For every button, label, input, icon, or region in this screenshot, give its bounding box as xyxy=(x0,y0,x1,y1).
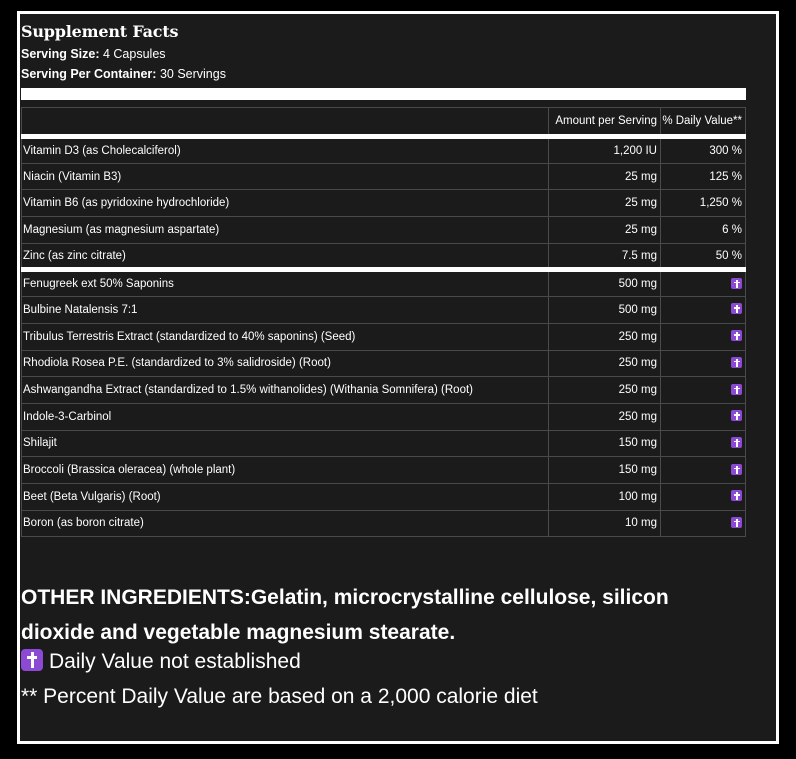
ingredient-amount: 250 mg xyxy=(548,349,661,378)
ingredient-daily-value xyxy=(660,376,746,404)
nutrient-amount: 1,200 IU xyxy=(548,136,661,164)
latin-cross-icon xyxy=(731,303,742,315)
latin-cross-icon xyxy=(731,490,742,502)
servings-per-container: Serving Per Container: 30 Servings xyxy=(21,67,226,81)
latin-cross-icon xyxy=(731,277,742,289)
servings-label: Serving Per Container: xyxy=(21,67,157,81)
table-row: Boron (as boron citrate) 10 mg xyxy=(21,509,746,538)
latin-cross-icon xyxy=(21,649,43,671)
ingredient-daily-value xyxy=(660,322,746,351)
ingredient-daily-value xyxy=(660,509,746,538)
footnote-percent: ** Percent Daily Value are based on a 2,… xyxy=(21,685,538,708)
ingredient-amount: 250 mg xyxy=(548,402,661,431)
facts-table: Amount per Serving % Daily Value** Vitam… xyxy=(21,107,746,538)
column-header-amount: Amount per Serving xyxy=(548,107,661,139)
latin-cross-icon xyxy=(731,330,742,342)
ingredient-amount: 500 mg xyxy=(548,296,661,324)
nutrient-amount: 7.5 mg xyxy=(548,242,661,273)
table-row: Shilajit 150 mg xyxy=(21,429,746,458)
ingredient-daily-value xyxy=(660,269,746,298)
table-row: Zinc (as zinc citrate) 7.5 mg 50 % xyxy=(21,242,746,273)
ingredient-name: Fenugreek ext 50% Saponins xyxy=(21,269,549,298)
latin-cross-icon xyxy=(731,383,742,395)
ingredient-name: Ashwangandha Extract (standardized to 1.… xyxy=(21,376,549,404)
table-row: Niacin (Vitamin B3) 25 mg 125 % xyxy=(21,162,746,191)
ingredient-daily-value xyxy=(660,296,746,324)
servings-value: 30 Servings xyxy=(159,67,226,81)
nutrient-daily-value: 300 % xyxy=(660,136,746,164)
page-title: Supplement Facts xyxy=(21,22,179,41)
serving-size-label: Serving Size: xyxy=(21,47,100,61)
footnote-not-established: Daily Value not established xyxy=(21,648,301,676)
table-row: Tribulus Terrestris Extract (standardize… xyxy=(21,322,746,351)
latin-cross-icon xyxy=(731,463,742,475)
ingredient-amount: 250 mg xyxy=(548,376,661,404)
ingredient-amount: 150 mg xyxy=(548,429,661,458)
ingredient-daily-value xyxy=(660,402,746,431)
ingredient-name: Bulbine Natalensis 7:1 xyxy=(21,296,549,324)
table-row: Broccoli (Brassica oleracea) (whole plan… xyxy=(21,456,746,484)
nutrient-name: Zinc (as zinc citrate) xyxy=(21,242,549,273)
nutrient-name: Niacin (Vitamin B3) xyxy=(21,162,549,191)
latin-cross-icon xyxy=(731,436,742,448)
latin-cross-icon xyxy=(731,410,742,422)
table-row: Vitamin B6 (as pyridoxine hydrochloride)… xyxy=(21,189,746,218)
ingredient-daily-value xyxy=(660,482,746,511)
latin-cross-icon xyxy=(731,516,742,528)
nutrient-daily-value: 125 % xyxy=(660,162,746,191)
nutrient-daily-value: 1,250 % xyxy=(660,189,746,218)
serving-size: Serving Size: 4 Capsules xyxy=(21,47,166,61)
ingredient-daily-value xyxy=(660,429,746,458)
table-row: Rhodiola Rosea P.E. (standardized to 3% … xyxy=(21,349,746,378)
ingredient-name: Beet (Beta Vulgaris) (Root) xyxy=(21,482,549,511)
table-row: Indole-3-Carbinol 250 mg xyxy=(21,402,746,431)
nutrient-amount: 25 mg xyxy=(548,162,661,191)
ingredient-name: Indole-3-Carbinol xyxy=(21,402,549,431)
table-row: Ashwangandha Extract (standardized to 1.… xyxy=(21,376,746,404)
ingredient-amount: 10 mg xyxy=(548,509,661,538)
ingredient-daily-value xyxy=(660,456,746,484)
nutrient-name: Magnesium (as magnesium aspartate) xyxy=(21,216,549,244)
ingredient-name: Rhodiola Rosea P.E. (standardized to 3% … xyxy=(21,349,549,378)
column-header-name xyxy=(21,107,549,139)
divider-bar xyxy=(21,88,746,100)
latin-cross-icon xyxy=(731,356,742,368)
ingredient-amount: 150 mg xyxy=(548,456,661,484)
table-row: Beet (Beta Vulgaris) (Root) 100 mg xyxy=(21,482,746,511)
ingredient-amount: 500 mg xyxy=(548,269,661,298)
table-row: Fenugreek ext 50% Saponins 500 mg xyxy=(21,269,746,298)
table-row: Vitamin D3 (as Cholecalciferol) 1,200 IU 3… xyxy=(21,136,746,164)
ingredient-name: Boron (as boron citrate) xyxy=(21,509,549,538)
column-header-daily-value: % Daily Value** xyxy=(660,107,746,139)
nutrient-name: Vitamin B6 (as pyridoxine hydrochloride) xyxy=(21,189,549,218)
serving-size-value: 4 Capsules xyxy=(102,47,166,61)
ingredient-name: Shilajit xyxy=(21,429,549,458)
nutrient-amount: 25 mg xyxy=(548,216,661,244)
table-header-row: Amount per Serving % Daily Value** xyxy=(21,107,746,139)
other-ingredients: OTHER INGREDIENTS:Gelatin, microcrystall… xyxy=(21,586,669,644)
ingredient-name: Broccoli (Brassica oleracea) (whole plan… xyxy=(21,456,549,484)
table-row: Bulbine Natalensis 7:1 500 mg xyxy=(21,296,746,324)
ingredient-amount: 250 mg xyxy=(548,322,661,351)
footnote-cross-text: Daily Value not established xyxy=(49,650,301,673)
ingredient-name: Tribulus Terrestris Extract (standardize… xyxy=(21,322,549,351)
nutrient-daily-value: 50 % xyxy=(660,242,746,273)
nutrient-amount: 25 mg xyxy=(548,189,661,218)
nutrient-name: Vitamin D3 (as Cholecalciferol) xyxy=(21,136,549,164)
ingredient-daily-value xyxy=(660,349,746,378)
nutrient-daily-value: 6 % xyxy=(660,216,746,244)
table-row: Magnesium (as magnesium aspartate) 25 mg 6… xyxy=(21,216,746,244)
ingredient-amount: 100 mg xyxy=(548,482,661,511)
